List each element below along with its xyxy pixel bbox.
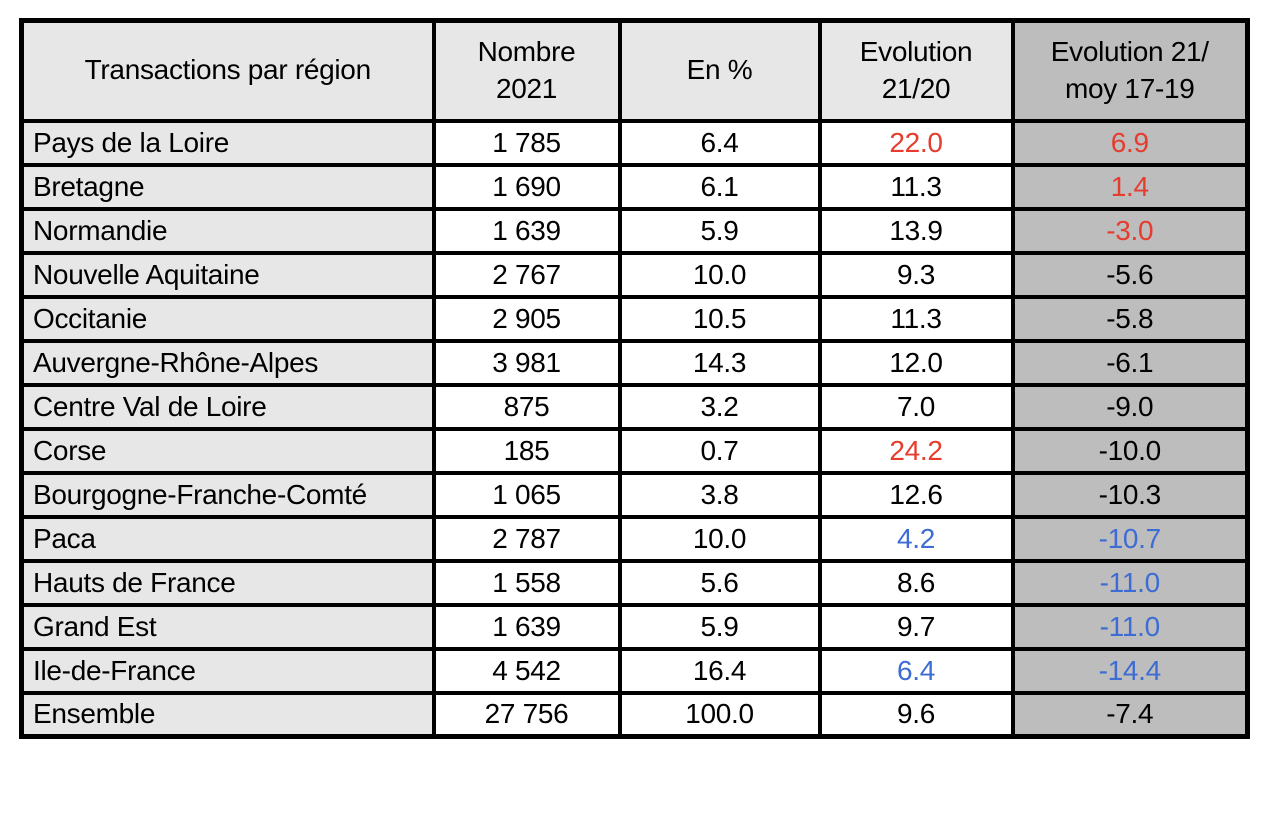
evolution-21-20-cell: 12.6 — [817, 470, 1015, 519]
evolution-21-20-cell: 13.9 — [817, 206, 1015, 255]
evolution-21-20-cell: 9.6 — [817, 690, 1015, 739]
evolution-21-20-cell: 9.7 — [817, 602, 1015, 651]
evolution-21-20-cell: 7.0 — [817, 382, 1015, 431]
transactions-table: Transactions par région Nombre 2021 En %… — [19, 18, 1250, 739]
nombre-2021-cell: 3 981 — [431, 338, 622, 387]
evolution-21-moy-17-19-cell: -10.7 — [1010, 514, 1250, 563]
evolution-21-moy-17-19-cell: 6.9 — [1010, 118, 1250, 167]
table-row: Grand Est 1 639 5.9 9.7 -11.0 — [19, 602, 1250, 651]
evolution-21-moy-17-19-cell: -9.0 — [1010, 382, 1250, 431]
evolution-21-moy-17-19-cell: -5.8 — [1010, 294, 1250, 343]
nombre-2021-cell: 2 767 — [431, 250, 622, 299]
en-pct-cell: 6.4 — [617, 118, 822, 167]
evolution-21-moy-17-19-cell: -11.0 — [1010, 602, 1250, 651]
evolution-21-moy-17-19-cell: -14.4 — [1010, 646, 1250, 695]
region-cell: Ile-de-France — [19, 646, 436, 695]
en-pct-cell: 6.1 — [617, 162, 822, 211]
evolution-21-20-cell: 9.3 — [817, 250, 1015, 299]
header-en-pct: En % — [617, 18, 822, 123]
evolution-21-20-cell: 4.2 — [817, 514, 1015, 563]
evolution-21-20-cell: 12.0 — [817, 338, 1015, 387]
region-cell: Pays de la Loire — [19, 118, 436, 167]
evolution-21-moy-17-19-cell: -6.1 — [1010, 338, 1250, 387]
region-cell: Hauts de France — [19, 558, 436, 607]
en-pct-cell: 5.9 — [617, 206, 822, 255]
nombre-2021-cell: 1 785 — [431, 118, 622, 167]
en-pct-cell: 10.0 — [617, 514, 822, 563]
nombre-2021-cell: 4 542 — [431, 646, 622, 695]
evolution-21-20-cell: 22.0 — [817, 118, 1015, 167]
en-pct-cell: 14.3 — [617, 338, 822, 387]
nombre-2021-cell: 27 756 — [431, 690, 622, 739]
evolution-21-moy-17-19-cell: -10.0 — [1010, 426, 1250, 475]
region-cell: Corse — [19, 426, 436, 475]
region-cell: Grand Est — [19, 602, 436, 651]
region-cell: Nouvelle Aquitaine — [19, 250, 436, 299]
evolution-21-moy-17-19-cell: -10.3 — [1010, 470, 1250, 519]
en-pct-cell: 5.9 — [617, 602, 822, 651]
table-row: Centre Val de Loire 875 3.2 7.0 -9.0 — [19, 382, 1250, 431]
evolution-21-20-cell: 8.6 — [817, 558, 1015, 607]
nombre-2021-cell: 1 639 — [431, 206, 622, 255]
en-pct-cell: 0.7 — [617, 426, 822, 475]
table-row: Paca 2 787 10.0 4.2 -10.7 — [19, 514, 1250, 563]
en-pct-cell: 5.6 — [617, 558, 822, 607]
nombre-2021-cell: 1 690 — [431, 162, 622, 211]
table-row: Bretagne 1 690 6.1 11.3 1.4 — [19, 162, 1250, 211]
table-row: Ensemble 27 756 100.0 9.6 -7.4 — [19, 690, 1250, 739]
en-pct-cell: 3.8 — [617, 470, 822, 519]
region-cell: Centre Val de Loire — [19, 382, 436, 431]
nombre-2021-cell: 2 787 — [431, 514, 622, 563]
evolution-21-moy-17-19-cell: -3.0 — [1010, 206, 1250, 255]
nombre-2021-cell: 1 558 — [431, 558, 622, 607]
header-transactions-par-region: Transactions par région — [19, 18, 436, 123]
region-cell: Bretagne — [19, 162, 436, 211]
evolution-21-20-cell: 6.4 — [817, 646, 1015, 695]
region-cell: Paca — [19, 514, 436, 563]
nombre-2021-cell: 185 — [431, 426, 622, 475]
evolution-21-moy-17-19-cell: -7.4 — [1010, 690, 1250, 739]
evolution-21-20-cell: 11.3 — [817, 162, 1015, 211]
region-cell: Normandie — [19, 206, 436, 255]
table-row: Corse 185 0.7 24.2 -10.0 — [19, 426, 1250, 475]
table-row: Nouvelle Aquitaine 2 767 10.0 9.3 -5.6 — [19, 250, 1250, 299]
header-row: Transactions par région Nombre 2021 En %… — [19, 18, 1250, 123]
nombre-2021-cell: 875 — [431, 382, 622, 431]
region-cell: Ensemble — [19, 690, 436, 739]
nombre-2021-cell: 2 905 — [431, 294, 622, 343]
table-row: Auvergne-Rhône-Alpes 3 981 14.3 12.0 -6.… — [19, 338, 1250, 387]
table-row: Pays de la Loire 1 785 6.4 22.0 6.9 — [19, 118, 1250, 167]
table-row: Ile-de-France 4 542 16.4 6.4 -14.4 — [19, 646, 1250, 695]
en-pct-cell: 10.0 — [617, 250, 822, 299]
page: Transactions par région Nombre 2021 En %… — [19, 18, 1250, 739]
table-body: Pays de la Loire 1 785 6.4 22.0 6.9 Bret… — [19, 118, 1250, 739]
en-pct-cell: 3.2 — [617, 382, 822, 431]
region-cell: Auvergne-Rhône-Alpes — [19, 338, 436, 387]
en-pct-cell: 10.5 — [617, 294, 822, 343]
nombre-2021-cell: 1 639 — [431, 602, 622, 651]
header-evolution-21-moy-17-19: Evolution 21/ moy 17-19 — [1010, 18, 1250, 123]
evolution-21-moy-17-19-cell: -5.6 — [1010, 250, 1250, 299]
table-row: Bourgogne-Franche-Comté 1 065 3.8 12.6 -… — [19, 470, 1250, 519]
en-pct-cell: 100.0 — [617, 690, 822, 739]
en-pct-cell: 16.4 — [617, 646, 822, 695]
header-evolution-21-20: Evolution 21/20 — [817, 18, 1015, 123]
header-nombre-2021: Nombre 2021 — [431, 18, 622, 123]
nombre-2021-cell: 1 065 — [431, 470, 622, 519]
evolution-21-moy-17-19-cell: -11.0 — [1010, 558, 1250, 607]
table-row: Occitanie 2 905 10.5 11.3 -5.8 — [19, 294, 1250, 343]
table-row: Normandie 1 639 5.9 13.9 -3.0 — [19, 206, 1250, 255]
table-row: Hauts de France 1 558 5.6 8.6 -11.0 — [19, 558, 1250, 607]
evolution-21-moy-17-19-cell: 1.4 — [1010, 162, 1250, 211]
evolution-21-20-cell: 11.3 — [817, 294, 1015, 343]
region-cell: Occitanie — [19, 294, 436, 343]
evolution-21-20-cell: 24.2 — [817, 426, 1015, 475]
region-cell: Bourgogne-Franche-Comté — [19, 470, 436, 519]
